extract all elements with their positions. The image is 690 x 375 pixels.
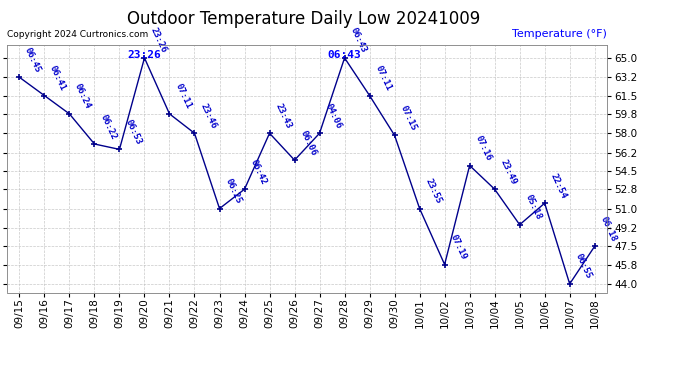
Text: 04:06: 04:06 xyxy=(324,102,343,130)
Text: 06:45: 06:45 xyxy=(23,46,43,74)
Text: Temperature (°F): Temperature (°F) xyxy=(512,29,607,39)
Text: Copyright 2024 Curtronics.com: Copyright 2024 Curtronics.com xyxy=(7,30,148,39)
Text: 23:26: 23:26 xyxy=(148,27,168,55)
Text: 06:43: 06:43 xyxy=(328,50,362,60)
Text: 05:18: 05:18 xyxy=(524,194,543,222)
Text: 23:46: 23:46 xyxy=(198,102,218,130)
Text: 23:49: 23:49 xyxy=(498,158,518,186)
Text: 23:26: 23:26 xyxy=(128,50,161,60)
Text: 06:25: 06:25 xyxy=(224,177,243,206)
Text: 07:11: 07:11 xyxy=(173,82,193,111)
Text: 06:22: 06:22 xyxy=(98,112,118,141)
Text: 06:53: 06:53 xyxy=(124,118,143,146)
Text: 23:55: 23:55 xyxy=(424,177,443,206)
Text: 06:24: 06:24 xyxy=(73,82,92,111)
Text: 07:11: 07:11 xyxy=(373,64,393,92)
Text: 06:42: 06:42 xyxy=(248,158,268,186)
Text: 07:19: 07:19 xyxy=(448,233,468,261)
Text: 07:16: 07:16 xyxy=(473,134,493,162)
Text: 06:18: 06:18 xyxy=(598,215,618,243)
Text: 22:54: 22:54 xyxy=(549,172,568,200)
Text: 23:43: 23:43 xyxy=(273,102,293,130)
Text: 06:41: 06:41 xyxy=(48,64,68,92)
Text: Outdoor Temperature Daily Low 20241009: Outdoor Temperature Daily Low 20241009 xyxy=(127,10,480,28)
Text: 06:43: 06:43 xyxy=(348,27,368,55)
Text: 06:55: 06:55 xyxy=(573,252,593,280)
Text: 06:06: 06:06 xyxy=(298,129,318,157)
Text: 07:15: 07:15 xyxy=(398,104,418,132)
